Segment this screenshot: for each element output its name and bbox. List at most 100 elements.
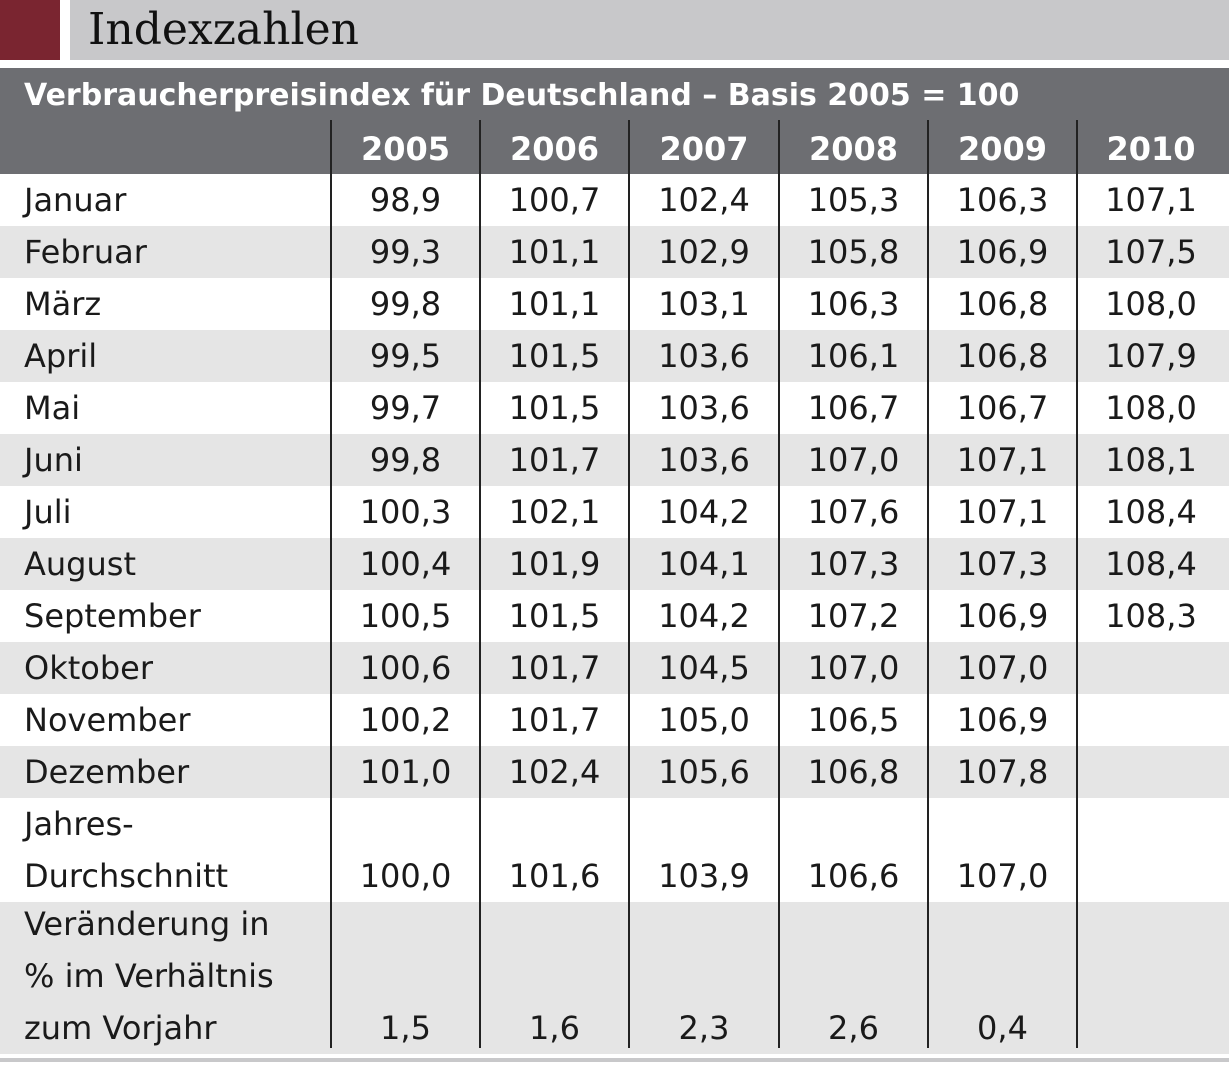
value-cell-2010: 108,0: [1105, 285, 1197, 323]
value-cell-2008: 2,6: [828, 1009, 879, 1047]
value-cell-2007: 105,0: [658, 701, 750, 739]
row-label: Mai: [24, 389, 81, 427]
page-title: Indexzahlen: [88, 4, 359, 55]
table-row: Oktober 100,6 101,7 104,5 107,0 107,0: [0, 642, 1229, 694]
value-cell-2005: 99,7: [369, 389, 442, 427]
value-cell-2006: 101,1: [508, 285, 601, 323]
value-cell-2009: 106,9: [956, 597, 1049, 635]
value-cell-2005: 100,6: [359, 649, 452, 687]
value-cell-2009: 107,1: [956, 441, 1049, 479]
value-cell-2005: 100,2: [359, 701, 452, 739]
table-row: Dezember 101,0 102,4 105,6 106,8 107,8: [0, 746, 1229, 798]
value-cell-2005: 100,0: [359, 857, 452, 895]
value-cell-2007: 102,9: [658, 233, 750, 271]
value-cell-2008: 107,0: [807, 649, 900, 687]
value-cell-2009: 107,8: [956, 753, 1049, 791]
table-header: [0, 68, 1229, 174]
year-header-2006: 2006: [509, 130, 600, 168]
value-cell-2008: 106,8: [807, 753, 900, 791]
row-label: Februar: [24, 233, 147, 271]
year-header-2007: 2007: [659, 130, 749, 168]
value-cell-2010: [1078, 642, 1224, 694]
value-cell-2010: [1078, 694, 1224, 746]
year-header-2009: 2009: [957, 130, 1048, 168]
row-label: März: [24, 285, 102, 323]
value-cell-2009: 107,3: [956, 545, 1049, 583]
value-cell-2009: 107,1: [956, 493, 1049, 531]
value-cell-2008: 106,7: [807, 389, 900, 427]
value-cell-2006: 101,5: [508, 597, 601, 635]
row-label: September: [24, 597, 201, 635]
table-row: Jahres- Durchschnitt 100,0 101,6 103,9 106,6…: [0, 798, 1229, 902]
bottom-rule: [0, 1058, 1229, 1062]
value-cell-2008: 107,3: [807, 545, 900, 583]
value-cell-2005: 100,3: [359, 493, 452, 531]
value-cell-2008: 107,2: [807, 597, 900, 635]
value-cell-2007: 103,6: [658, 337, 750, 375]
column-divider: [479, 120, 481, 1048]
value-cell-2007: 104,5: [658, 649, 750, 687]
value-cell-2005: 99,8: [369, 285, 442, 323]
value-cell-2007: 105,6: [658, 753, 750, 791]
value-cell-2007: 104,1: [658, 545, 750, 583]
value-cell-2006: 101,1: [508, 233, 601, 271]
year-header-2005: 2005: [360, 130, 451, 168]
value-cell-2006: 1,6: [529, 1009, 580, 1047]
row-label: Juni: [24, 441, 83, 479]
value-cell-2005: 99,3: [369, 233, 442, 271]
value-cell-2009: 106,8: [956, 337, 1049, 375]
value-cell-2010: 107,5: [1105, 233, 1197, 271]
value-cell-2010: 108,3: [1105, 597, 1197, 635]
row-label: Veränderung in % im Verhältnis zum Vorja…: [24, 905, 274, 1047]
value-cell-2008: 106,3: [807, 285, 900, 323]
table-row: Veränderung in % im Verhältnis zum Vorja…: [0, 902, 1229, 1054]
value-cell-2010: 107,9: [1105, 337, 1197, 375]
value-cell-2008: 106,1: [807, 337, 900, 375]
value-cell-2007: 104,2: [658, 597, 750, 635]
value-cell-2006: 101,7: [508, 649, 601, 687]
value-cell-2009: 107,0: [956, 857, 1049, 895]
column-divider: [778, 120, 780, 1048]
title-bar: [0, 0, 1229, 60]
value-cell-2008: 105,8: [807, 233, 900, 271]
row-label: Jahres- Durchschnitt: [24, 805, 229, 895]
value-cell-2007: 102,4: [658, 181, 750, 219]
value-cell-2009: 0,4: [977, 1009, 1028, 1047]
value-cell-2009: 106,9: [956, 233, 1049, 271]
value-cell-2007: 103,6: [658, 389, 750, 427]
value-cell-2007: 103,6: [658, 441, 750, 479]
value-cell-2009: 106,9: [956, 701, 1049, 739]
row-label: Dezember: [24, 753, 190, 791]
table-row: Januar 98,9 100,7 102,4 105,3 106,3 107,1: [0, 174, 1229, 226]
column-divider: [628, 120, 630, 1048]
value-cell-2006: 102,4: [508, 753, 601, 791]
table-row: September 100,5 101,5 104,2 107,2 106,9 108,3: [0, 590, 1229, 642]
value-cell-2008: 105,3: [807, 181, 900, 219]
title-accent-block: [0, 0, 60, 60]
value-cell-2007: 104,2: [658, 493, 750, 531]
value-cell-2010: 108,1: [1105, 441, 1197, 479]
value-cell-2005: 100,4: [359, 545, 452, 583]
value-cell-2005: 101,0: [359, 753, 452, 791]
table-row: Juli 100,3 102,1 104,2 107,6 107,1 108,4: [0, 486, 1229, 538]
value-cell-2006: 101,7: [508, 441, 601, 479]
table-row: Mai 99,7 101,5 103,6 106,7 106,7 108,0: [0, 382, 1229, 434]
row-label: Juli: [24, 493, 72, 531]
value-cell-2008: 106,5: [807, 701, 900, 739]
table-row: August 100,4 101,9 104,1 107,3 107,3 108,4: [0, 538, 1229, 590]
table-row: März 99,8 101,1 103,1 106,3 106,8 108,0: [0, 278, 1229, 330]
table-row: Juni 99,8 101,7 103,6 107,0 107,1 108,1: [0, 434, 1229, 486]
value-cell-2010: [1078, 746, 1224, 798]
value-cell-2006: 101,9: [508, 545, 601, 583]
row-label: August: [24, 545, 136, 583]
row-label: April: [24, 337, 98, 375]
value-cell-2009: 106,3: [956, 181, 1049, 219]
table-caption: Verbraucherpreisindex für Deutschland – …: [24, 78, 1020, 113]
value-cell-2006: 101,5: [508, 389, 601, 427]
value-cell-2010: [1078, 850, 1224, 902]
value-cell-2010: 108,4: [1105, 545, 1197, 583]
table-row: November 100,2 101,7 105,0 106,5 106,9: [0, 694, 1229, 746]
value-cell-2006: 101,7: [508, 701, 601, 739]
table-row: April 99,5 101,5 103,6 106,1 106,8 107,9: [0, 330, 1229, 382]
title-accent-gap: [60, 0, 70, 60]
